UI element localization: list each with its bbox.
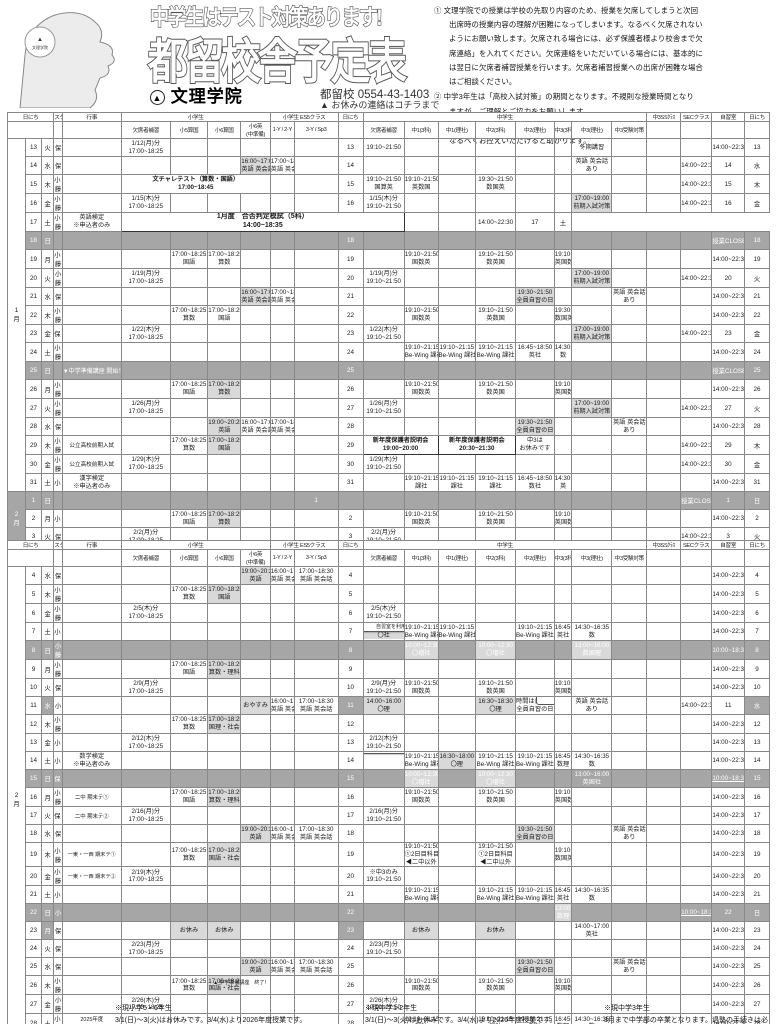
svg-text:文理学院: 文理学院 bbox=[32, 44, 48, 50]
svg-text:▲: ▲ bbox=[37, 37, 43, 43]
